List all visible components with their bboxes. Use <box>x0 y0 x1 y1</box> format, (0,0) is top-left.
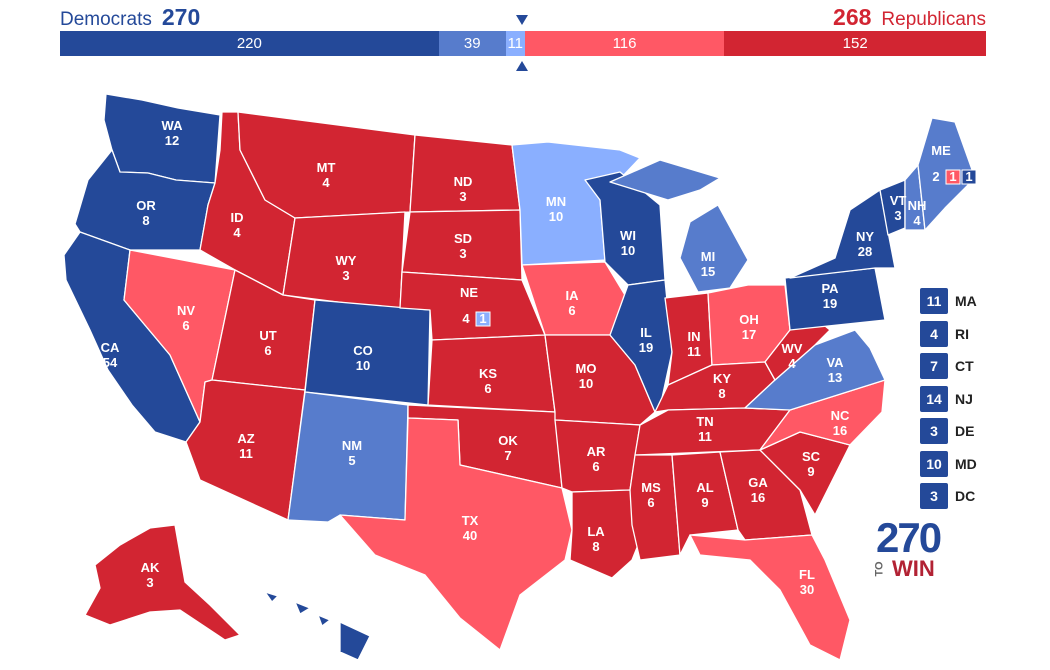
state-fl[interactable] <box>689 534 851 661</box>
logo-to: TO <box>873 561 886 577</box>
majority-marker-top-icon <box>516 15 528 25</box>
small-state-ev: 3 <box>920 483 948 509</box>
270-to-win-logo: 270 TO WIN <box>872 517 946 583</box>
bar-segment-safe_dem: 220 <box>60 31 439 56</box>
state-ev-hi: 4 <box>318 649 326 664</box>
small-state-ev: 14 <box>920 385 948 412</box>
republicans-label: Republicans <box>881 9 986 30</box>
state-nd[interactable] <box>409 134 521 213</box>
bar-segment-safe_rep: 152 <box>724 31 986 56</box>
state-ak[interactable] <box>84 524 241 641</box>
republicans-total: 268 <box>833 4 872 30</box>
state-al[interactable] <box>671 451 739 556</box>
small-state-abbr: DC <box>955 488 976 504</box>
small-state-abbr: RI <box>955 325 969 342</box>
small-state-abbr: NJ <box>955 390 973 407</box>
republicans-header: 268 Republicans <box>833 4 986 30</box>
state-ms[interactable] <box>629 454 681 561</box>
state-ny[interactable] <box>789 189 896 279</box>
ne-district-ev-box[interactable] <box>475 311 491 327</box>
small-state-abbr: MA <box>955 293 977 309</box>
state-wa[interactable] <box>103 93 221 184</box>
small-state-ma[interactable]: 11 MA <box>920 288 977 314</box>
me-district-1-ev-box[interactable] <box>945 169 961 185</box>
state-co[interactable] <box>304 299 431 406</box>
small-state-ev: 11 <box>920 288 948 314</box>
state-wy[interactable] <box>282 211 406 311</box>
small-state-abbr: MD <box>955 455 977 472</box>
small-state-md[interactable]: 10 MD <box>920 450 977 477</box>
democrats-label: Democrats <box>60 9 152 30</box>
bar-segment-lean_rep: 116 <box>524 31 725 56</box>
majority-marker-bottom-icon <box>516 61 528 71</box>
logo-win: WIN <box>892 556 935 581</box>
democrats-header: Democrats 270 <box>60 4 200 30</box>
state-label-hi: HI <box>316 634 329 649</box>
democrats-total: 270 <box>161 4 201 30</box>
bar-segment-likely_dem: 39 <box>438 31 506 56</box>
electoral-vote-bar: 220 39 11 116 152 <box>60 31 986 56</box>
state-hi[interactable] <box>264 591 371 661</box>
small-state-nj[interactable]: 14 NJ <box>920 385 973 412</box>
small-state-ri[interactable]: 4 RI <box>920 320 969 347</box>
me-district-2-ev-box[interactable] <box>961 169 977 185</box>
small-state-ev: 4 <box>920 320 948 347</box>
state-ar[interactable] <box>554 419 641 493</box>
state-tx[interactable] <box>339 417 573 651</box>
small-state-ev: 3 <box>920 418 948 444</box>
state-az[interactable] <box>185 379 306 521</box>
logo-number: 270 <box>876 514 942 561</box>
bar-segment-lean_dem: 11 <box>505 31 525 56</box>
state-nm[interactable] <box>287 391 409 523</box>
state-la[interactable] <box>569 489 641 579</box>
small-state-ct[interactable]: 7 CT <box>920 353 974 379</box>
small-state-dc[interactable]: 3 DC <box>920 483 975 509</box>
state-ks[interactable] <box>427 334 556 413</box>
state-sd[interactable] <box>401 209 523 281</box>
small-state-ev: 10 <box>920 450 948 477</box>
small-state-abbr: CT <box>955 358 974 374</box>
small-state-abbr: DE <box>955 423 975 439</box>
small-state-ev: 7 <box>920 353 948 379</box>
small-state-de[interactable]: 3 DE <box>920 418 974 444</box>
